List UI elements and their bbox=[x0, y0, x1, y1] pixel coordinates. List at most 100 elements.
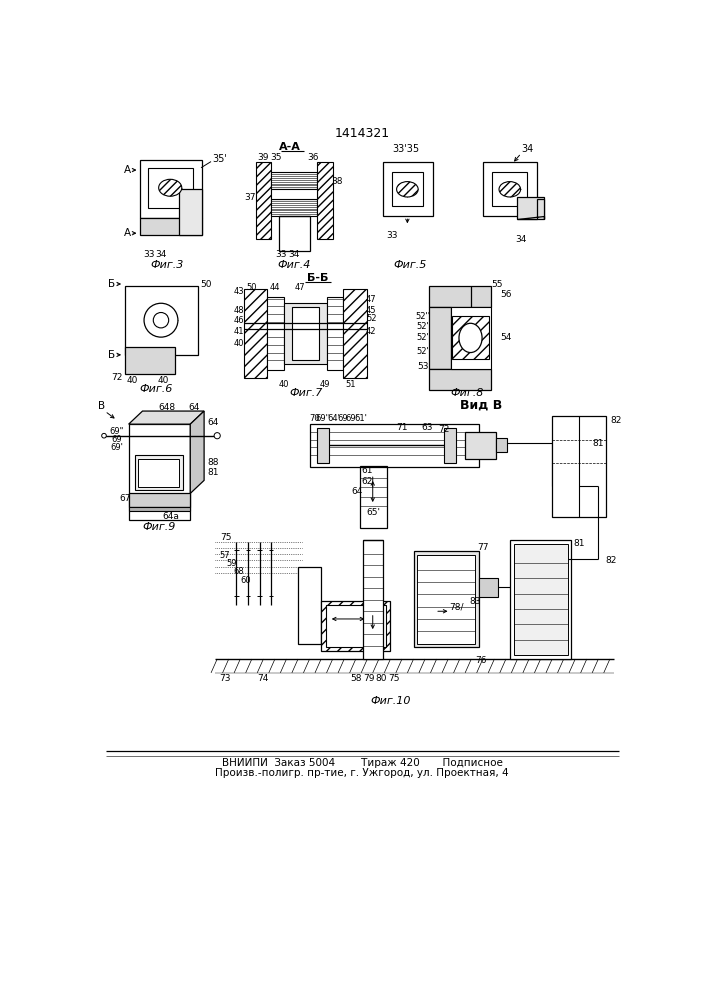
Text: Б: Б bbox=[108, 279, 115, 289]
Bar bbox=[382, 162, 433, 216]
Bar bbox=[271, 172, 317, 189]
Text: 52': 52' bbox=[416, 322, 429, 331]
Text: 80: 80 bbox=[375, 674, 387, 683]
Text: 60: 60 bbox=[240, 576, 251, 585]
Text: 68: 68 bbox=[233, 567, 244, 576]
Text: 648: 648 bbox=[158, 403, 176, 412]
Bar bbox=[298, 567, 321, 644]
Polygon shape bbox=[190, 411, 204, 493]
Bar bbox=[496, 438, 508, 452]
Text: 64': 64' bbox=[327, 414, 340, 423]
Ellipse shape bbox=[397, 182, 418, 197]
Text: A: A bbox=[124, 228, 131, 238]
Bar bbox=[344, 289, 366, 378]
Bar bbox=[429, 307, 450, 369]
Text: В: В bbox=[98, 401, 105, 411]
Text: 78/: 78/ bbox=[450, 602, 464, 611]
Text: 64: 64 bbox=[208, 418, 219, 427]
Text: 34: 34 bbox=[288, 250, 300, 259]
Text: 69: 69 bbox=[111, 435, 122, 444]
Bar bbox=[267, 297, 284, 370]
Text: 40: 40 bbox=[279, 380, 289, 389]
Bar bbox=[179, 189, 201, 235]
Text: ВНИИПИ  Заказ 5004        Тираж 420       Подписное: ВНИИПИ Заказ 5004 Тираж 420 Подписное bbox=[221, 758, 503, 768]
Text: А-А: А-А bbox=[279, 142, 301, 152]
Bar bbox=[271, 189, 317, 199]
Circle shape bbox=[214, 433, 221, 439]
Bar bbox=[363, 540, 382, 659]
Text: 77: 77 bbox=[477, 543, 489, 552]
Text: 33: 33 bbox=[386, 231, 398, 240]
Bar bbox=[518, 197, 544, 219]
Text: 33: 33 bbox=[144, 250, 155, 259]
Polygon shape bbox=[518, 199, 544, 219]
Text: 52': 52' bbox=[416, 333, 429, 342]
Ellipse shape bbox=[158, 179, 182, 196]
Text: 1414321: 1414321 bbox=[335, 127, 390, 140]
Bar bbox=[360, 466, 387, 528]
Text: 79: 79 bbox=[363, 674, 375, 683]
Text: 51: 51 bbox=[345, 380, 356, 389]
Text: 64: 64 bbox=[188, 403, 200, 412]
Text: 65': 65' bbox=[366, 508, 380, 517]
Bar bbox=[510, 540, 571, 659]
Text: Б: Б bbox=[108, 350, 115, 360]
Text: 76: 76 bbox=[475, 656, 486, 665]
Text: Фиг.7: Фиг.7 bbox=[289, 388, 322, 398]
Bar bbox=[450, 307, 491, 369]
Bar bbox=[483, 162, 537, 216]
Bar bbox=[140, 218, 201, 235]
Text: 75: 75 bbox=[387, 674, 399, 683]
Circle shape bbox=[153, 312, 169, 328]
Text: 61: 61 bbox=[361, 466, 373, 475]
Text: 46: 46 bbox=[233, 316, 244, 325]
Text: 35: 35 bbox=[271, 153, 282, 162]
Text: 75: 75 bbox=[220, 533, 231, 542]
Text: 33'35: 33'35 bbox=[392, 144, 419, 154]
Text: 74: 74 bbox=[258, 674, 269, 683]
Text: 47: 47 bbox=[294, 283, 305, 292]
Text: 70: 70 bbox=[309, 414, 320, 423]
Bar bbox=[244, 289, 267, 378]
Bar bbox=[129, 493, 190, 507]
Text: 56: 56 bbox=[500, 290, 512, 299]
Text: Фиг.6: Фиг.6 bbox=[139, 384, 173, 394]
Text: 38: 38 bbox=[331, 177, 342, 186]
Bar bbox=[414, 551, 479, 647]
Bar bbox=[429, 369, 491, 390]
Text: 59: 59 bbox=[226, 559, 237, 568]
Text: 50: 50 bbox=[247, 283, 257, 292]
Text: 69': 69' bbox=[346, 414, 358, 423]
Bar bbox=[310, 424, 479, 466]
Bar bbox=[444, 428, 456, 463]
Text: Фиг.9: Фиг.9 bbox=[143, 522, 176, 532]
Text: 35': 35' bbox=[212, 153, 227, 163]
Bar bbox=[392, 172, 423, 206]
Bar bbox=[140, 160, 201, 218]
Text: 82: 82 bbox=[605, 556, 617, 565]
Circle shape bbox=[102, 433, 106, 438]
Text: Фиг.8: Фиг.8 bbox=[451, 388, 484, 398]
Bar bbox=[552, 416, 606, 517]
Bar bbox=[479, 578, 498, 597]
Text: 72: 72 bbox=[112, 373, 123, 382]
Text: Вид В: Вид В bbox=[460, 398, 503, 411]
Text: 41: 41 bbox=[233, 327, 244, 336]
Text: 48: 48 bbox=[233, 306, 244, 315]
Text: Б-Б: Б-Б bbox=[307, 273, 328, 283]
Circle shape bbox=[144, 303, 178, 337]
Text: 34: 34 bbox=[515, 235, 527, 244]
Bar bbox=[326, 605, 386, 647]
Bar bbox=[284, 303, 327, 364]
Bar bbox=[321, 601, 390, 651]
Bar bbox=[292, 307, 319, 360]
Text: 36: 36 bbox=[308, 153, 319, 162]
Text: 52': 52' bbox=[416, 347, 429, 356]
Text: 42: 42 bbox=[366, 327, 376, 336]
Text: 54: 54 bbox=[501, 333, 512, 342]
Text: 71: 71 bbox=[396, 424, 408, 432]
Bar bbox=[465, 432, 496, 459]
Text: Произв.-полигр. пр-тие, г. Ужгород, ул. Проектная, 4: Произв.-полигр. пр-тие, г. Ужгород, ул. … bbox=[215, 768, 509, 778]
Text: 72: 72 bbox=[438, 425, 450, 434]
Text: 33: 33 bbox=[275, 250, 287, 259]
